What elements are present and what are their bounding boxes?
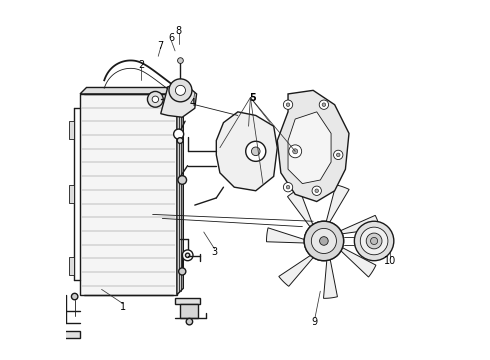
Polygon shape [216,112,277,191]
Circle shape [177,138,183,143]
Circle shape [304,221,343,261]
Circle shape [319,237,328,245]
Text: 10: 10 [384,256,396,266]
Circle shape [283,100,293,109]
Circle shape [370,237,378,244]
Polygon shape [175,298,200,304]
Circle shape [319,237,328,245]
Circle shape [354,221,394,261]
Polygon shape [288,189,315,231]
Text: 8: 8 [175,26,182,36]
Polygon shape [69,121,74,139]
Polygon shape [279,252,317,286]
Circle shape [175,85,186,95]
Circle shape [286,103,290,107]
Circle shape [366,233,382,249]
Circle shape [283,183,293,192]
Circle shape [173,129,184,139]
Polygon shape [80,87,183,94]
Circle shape [152,96,159,103]
Text: 4: 4 [190,98,196,108]
Circle shape [186,253,190,257]
Circle shape [286,185,290,189]
Circle shape [178,176,187,184]
Circle shape [337,153,340,157]
Polygon shape [267,228,310,243]
Text: 7: 7 [158,41,164,50]
Text: 6: 6 [169,33,174,43]
Circle shape [245,141,266,161]
Circle shape [177,58,183,63]
Circle shape [360,227,388,255]
Polygon shape [325,185,349,227]
Polygon shape [180,304,198,318]
Circle shape [334,150,343,159]
Circle shape [251,147,260,156]
Circle shape [169,79,192,102]
Circle shape [315,189,318,193]
Circle shape [304,221,343,261]
Polygon shape [58,330,80,338]
Circle shape [311,228,337,253]
Polygon shape [69,185,74,203]
Text: 3: 3 [212,247,218,257]
Circle shape [312,186,321,195]
Polygon shape [323,254,338,298]
Polygon shape [336,215,380,235]
Circle shape [293,149,298,154]
Text: 5: 5 [249,93,256,103]
Polygon shape [177,87,183,295]
Polygon shape [69,257,74,275]
Circle shape [182,250,193,261]
Circle shape [179,268,186,275]
Circle shape [322,103,326,107]
Text: 2: 2 [138,60,144,70]
Circle shape [186,319,193,325]
Polygon shape [277,90,349,202]
Circle shape [147,91,163,107]
Circle shape [311,228,337,253]
Polygon shape [161,83,196,117]
Polygon shape [337,245,376,277]
Text: 9: 9 [312,317,318,327]
Text: 1: 1 [120,302,126,312]
Polygon shape [288,112,331,184]
Circle shape [319,100,329,109]
Circle shape [289,145,302,158]
Polygon shape [80,94,177,295]
Circle shape [72,293,78,300]
